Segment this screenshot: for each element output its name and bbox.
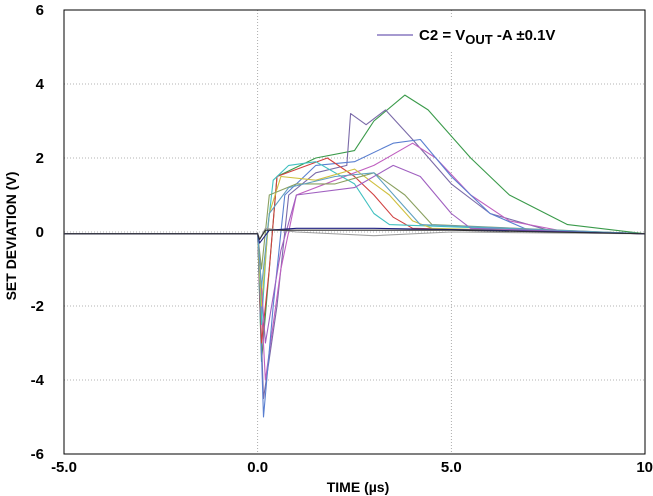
y-tick-label: -6 <box>31 446 44 463</box>
series-group <box>64 94 646 418</box>
x-tick-label: 0.0 <box>247 459 268 476</box>
series-line-7 <box>64 168 646 307</box>
y-tick-label: -2 <box>31 298 44 315</box>
y-tick-label: 0 <box>36 224 44 241</box>
legend-label-rest: -A ±0.1V <box>493 27 556 44</box>
plot-frame <box>63 9 646 455</box>
legend-label-main: C2 = V <box>419 27 465 44</box>
x-tick-label: -5.0 <box>51 459 77 476</box>
legend-label-sub: OUT <box>465 32 493 47</box>
series-line-10 <box>64 172 646 289</box>
series-line-8 <box>64 172 646 270</box>
y-tick-label: 2 <box>36 150 44 167</box>
x-tick-label: 5.0 <box>441 459 462 476</box>
series-line-5 <box>64 157 646 344</box>
series-line-6 <box>64 161 646 326</box>
x-axis-label: TIME (µs) <box>327 479 390 495</box>
y-axis-label: SET DEVIATION (V) <box>3 172 19 301</box>
legend: C2 = VOUT -A ±0.1V <box>366 18 636 50</box>
series-line-1 <box>64 94 646 363</box>
series-line-13 <box>64 229 646 240</box>
legend-box <box>366 18 636 50</box>
series-line-4 <box>64 138 646 418</box>
y-tick-label: 4 <box>36 76 45 93</box>
series-line-9 <box>64 164 646 344</box>
y-tick-label: 6 <box>36 2 44 19</box>
series-line-2 <box>64 109 646 400</box>
y-tick-label: -4 <box>31 372 45 389</box>
legend-label: C2 = VOUT -A ±0.1V <box>419 27 555 47</box>
tick-labels: -5.0 0.0 5.0 10 -6 -4 -2 0 2 4 6 <box>31 2 653 476</box>
series-line-3 <box>64 142 646 381</box>
x-tick-label: 10 <box>636 459 653 476</box>
